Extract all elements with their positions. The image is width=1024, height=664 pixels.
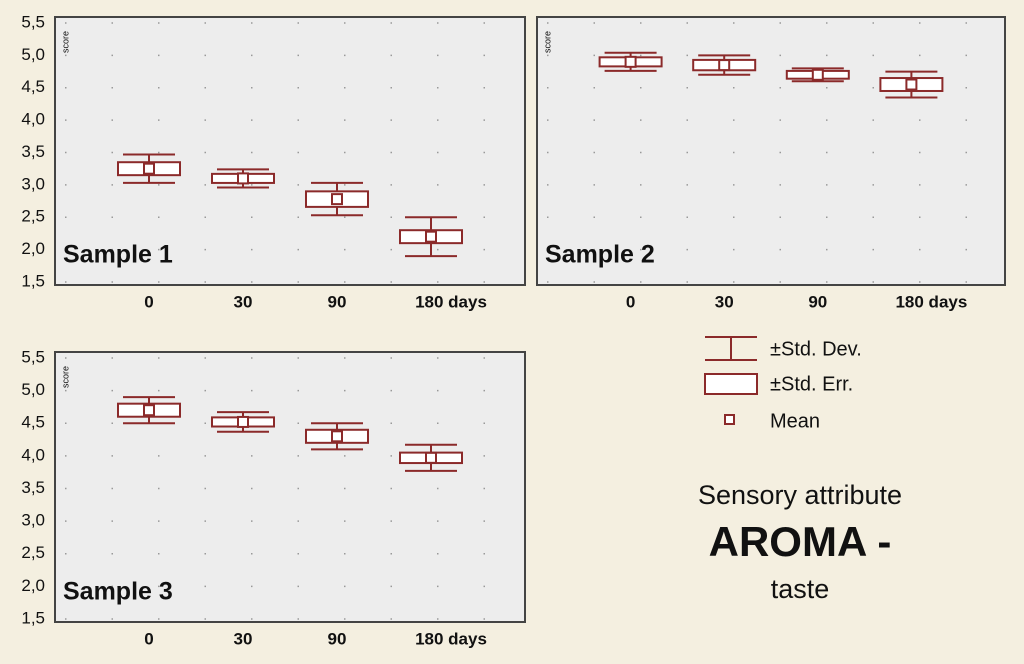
legend [704,336,758,425]
x-tick-label: 180 days [415,292,487,311]
mean-marker [143,162,155,175]
legend-label: Mean [770,410,820,432]
y-tick-label: 4,5 [21,413,45,432]
y-tick-label: 4,0 [21,110,45,129]
y-tick-label: 2,0 [21,576,45,595]
caption-title: AROMA - [709,518,892,565]
caption: Sensory attribute [698,480,902,510]
legend-symbol [704,373,758,395]
mean-marker [905,78,918,91]
y-tick-label: 4,0 [21,445,45,464]
mean-marker [143,404,155,417]
y-tick-label: 5,5 [21,347,45,366]
y-axis-label: score [60,31,70,53]
y-tick-label: 3,5 [21,142,45,161]
mean-marker [718,59,731,72]
mean-marker [331,430,343,443]
x-tick-label: 180 days [895,292,967,311]
mean-marker [331,193,343,206]
y-tick-label: 4,5 [21,77,45,96]
x-tick-label: 0 [144,292,153,311]
x-tick-label: 0 [144,629,153,648]
panel-label: Sample 3 [63,578,173,606]
x-tick-label: 90 [328,292,347,311]
mean-marker [237,172,249,185]
panel-label: Sample 2 [545,241,655,269]
mean-marker [425,451,437,464]
x-tick-label: 30 [234,629,253,648]
legend-symbol [724,414,735,425]
y-tick-label: 2,5 [21,207,45,226]
y-tick-label: 5,0 [21,45,45,64]
legend-label: ±Std. Dev. [770,338,862,360]
y-tick-label: 2,0 [21,239,45,258]
y-tick-label: 3,5 [21,478,45,497]
y-tick-label: 3,0 [21,174,45,193]
mean-marker [425,230,437,243]
mean-marker [811,68,824,81]
y-axis-label: score [542,31,552,53]
x-tick-label: 90 [328,629,347,648]
x-tick-label: 30 [715,292,734,311]
y-tick-label: 5,0 [21,380,45,399]
x-tick-label: 180 days [415,629,487,648]
mean-marker [624,55,637,68]
legend-label: ±Std. Err. [770,373,853,395]
x-tick-label: 30 [234,292,253,311]
caption: taste [771,574,830,604]
x-tick-label: 90 [808,292,827,311]
y-tick-label: 2,5 [21,543,45,562]
y-axis-label: score [60,366,70,388]
panel-label: Sample 1 [63,241,173,269]
y-tick-label: 1,5 [21,271,45,290]
y-tick-label: 5,5 [21,12,45,31]
y-tick-label: 3,0 [21,511,45,530]
x-tick-label: 0 [626,292,635,311]
mean-marker [237,415,249,428]
y-tick-label: 1,5 [21,608,45,627]
